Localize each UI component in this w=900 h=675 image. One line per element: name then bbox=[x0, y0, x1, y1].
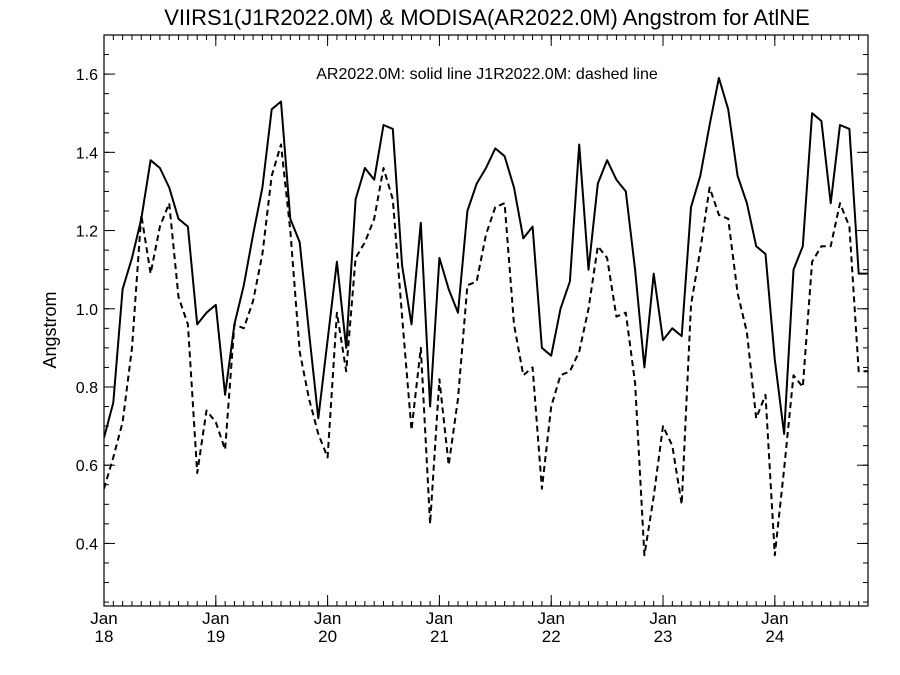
x-tick-year-label: 18 bbox=[95, 627, 114, 646]
y-tick-label: 0.4 bbox=[76, 536, 98, 553]
series-layer bbox=[104, 77, 868, 557]
x-tick-month-label: Jan bbox=[202, 609, 229, 628]
y-tick-label: 1.2 bbox=[76, 224, 98, 241]
x-tick-year-label: 23 bbox=[654, 627, 673, 646]
y-axis-label: Angstrom bbox=[40, 291, 60, 368]
x-tick-year-label: 20 bbox=[318, 627, 337, 646]
y-tick-label: 1.6 bbox=[76, 67, 98, 84]
x-tick-month-label: Jan bbox=[426, 609, 453, 628]
series-line-j1r2022-0m bbox=[104, 143, 868, 557]
x-tick-year-label: 21 bbox=[430, 627, 449, 646]
series-line-ar2022-0m bbox=[104, 77, 868, 439]
y-tick-label: 1.4 bbox=[76, 145, 98, 162]
x-tick-year-label: 19 bbox=[206, 627, 225, 646]
x-tick-month-label: Jan bbox=[761, 609, 788, 628]
x-tick-year-label: 24 bbox=[765, 627, 784, 646]
x-tick-month-label: Jan bbox=[538, 609, 565, 628]
x-tick-month-label: Jan bbox=[649, 609, 676, 628]
x-tick-month-label: Jan bbox=[90, 609, 117, 628]
x-tick-month-label: Jan bbox=[314, 609, 341, 628]
axis-ticks: 0.40.60.81.01.21.41.6Jan18Jan19Jan20Jan2… bbox=[76, 34, 869, 646]
plot-frame bbox=[103, 34, 869, 607]
legend-annotation: AR2022.0M: solid line J1R2022.0M: dashed… bbox=[316, 66, 658, 83]
chart-title: VIIRS1(J1R2022.0M) & MODISA(AR2022.0M) A… bbox=[164, 5, 810, 30]
y-tick-label: 0.8 bbox=[76, 380, 98, 397]
y-tick-label: 1.0 bbox=[76, 302, 98, 319]
x-tick-year-label: 22 bbox=[542, 627, 561, 646]
y-tick-label: 0.6 bbox=[76, 458, 98, 475]
